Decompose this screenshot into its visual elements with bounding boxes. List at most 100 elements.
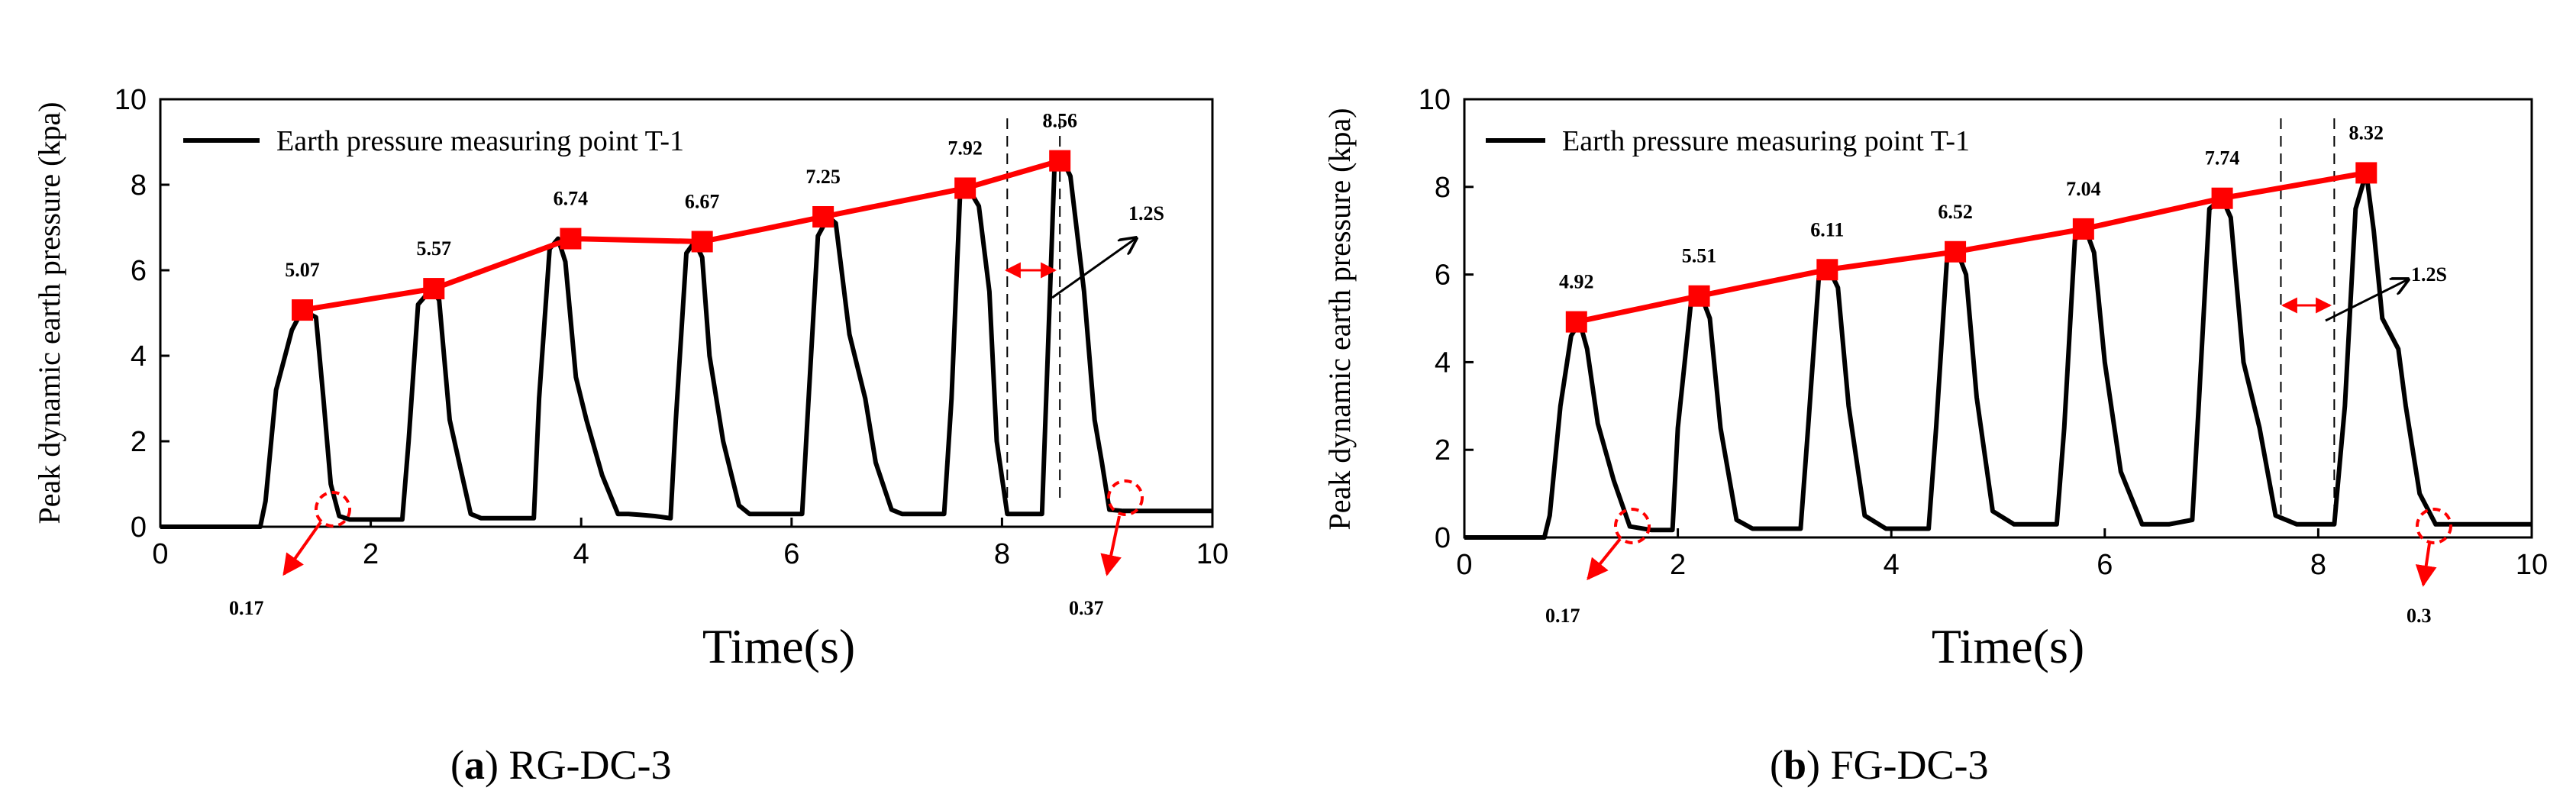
pressure-line	[1464, 170, 2532, 540]
x-tick-label: 4	[1884, 549, 1900, 581]
peak-marker	[2072, 218, 2094, 240]
peak-marker	[1049, 150, 1071, 172]
y-tick-label: 0	[1435, 522, 1451, 554]
annotations: 0.17 0.3 1.2S	[1545, 263, 2452, 627]
y-axis-title: Peak dynamic earth pressure (kpa)	[1322, 108, 1357, 530]
start-marker-circle	[1614, 508, 1651, 544]
panel-caption: (b) FG-DC-3	[1770, 742, 1989, 788]
y-tick-label: 8	[131, 169, 147, 202]
peak-value-label: 5.57	[417, 237, 452, 260]
start-arrow	[282, 521, 322, 576]
peak-marker	[1688, 285, 1710, 307]
y-tick-label: 2	[131, 426, 147, 458]
start-value: 0.17	[1545, 605, 1580, 627]
y-tick-label: 6	[131, 255, 147, 287]
peak-value-label: 7.25	[805, 166, 841, 188]
x-tick-label: 6	[2097, 549, 2113, 581]
peak-series	[1565, 162, 2377, 333]
legend-label: Earth pressure measuring point T-1	[276, 125, 684, 157]
end-arrow	[1100, 515, 1122, 576]
pressure-line	[160, 158, 1212, 529]
peak-value-label: 7.74	[2205, 147, 2240, 169]
interval-label: 1.2S	[1128, 202, 1164, 224]
x-axis-ticks: 0 2 4 6 8 10	[152, 518, 1228, 570]
end-arrow	[2415, 543, 2437, 587]
peak-value-label: 6.11	[1810, 218, 1844, 240]
x-tick-label: 4	[573, 538, 589, 570]
y-tick-label: 10	[1419, 84, 1451, 116]
y-tick-label: 4	[131, 340, 147, 373]
peak-value-label: 6.74	[554, 188, 589, 210]
peak-marker	[292, 299, 314, 321]
interval-pointer	[1051, 238, 1136, 299]
peak-value-label: 6.52	[1938, 201, 1973, 223]
peak-data-labels: 4.92 5.51 6.11 6.52 7.04 7.74 8.32	[1559, 121, 2384, 292]
x-tick-label: 2	[363, 538, 379, 570]
x-tick-label: 10	[1196, 538, 1228, 570]
peak-value-label: 7.04	[2066, 178, 2101, 200]
plot-frame	[159, 98, 1214, 528]
plot-frame	[1463, 98, 2533, 539]
y-tick-label: 8	[1435, 172, 1451, 204]
panel-caption-text: FG-DC-3	[1831, 742, 1989, 788]
panel-letter: b	[1784, 742, 1806, 788]
y-tick-label: 10	[115, 84, 147, 116]
peak-marker	[560, 228, 582, 250]
peak-marker	[1816, 259, 1838, 281]
peak-marker	[423, 278, 445, 300]
peak-data-labels: 5.07 5.57 6.74 6.67 7.25 7.92 8.56	[285, 110, 1077, 281]
panel-letter: a	[464, 742, 485, 788]
chart-panel-b: 0 2 4 6 8 10 0 2 4 6 8 10 Time(s) Peak dynamic ear…	[1322, 84, 2548, 788]
interval-guides	[1006, 118, 1061, 504]
x-axis-title: Time(s)	[1932, 619, 2084, 673]
legend-label: Earth pressure measuring point T-1	[1562, 125, 1970, 157]
y-tick-label: 2	[1435, 434, 1451, 466]
start-value: 0.17	[229, 597, 264, 619]
x-tick-label: 2	[1670, 549, 1686, 581]
y-axis-ticks: 0 2 4 6 8 10	[115, 84, 169, 544]
peak-value-label: 5.07	[285, 259, 320, 281]
end-marker-circle	[2416, 508, 2452, 544]
peak-series	[292, 150, 1071, 321]
interval-pointer	[2325, 279, 2408, 322]
chart-panel-a: 0 2 4 6 8 10 0 2 4 6 8 10 Time(s) Peak dynamic ear…	[32, 84, 1228, 788]
peak-value-label: 6.67	[685, 190, 720, 212]
x-tick-label: 8	[2310, 549, 2326, 581]
peak-trend-line	[302, 158, 1061, 313]
x-tick-label: 0	[1456, 549, 1472, 581]
y-axis-title: Peak dynamic earth pressure (kpa)	[32, 102, 66, 524]
end-marker-circle	[1107, 479, 1144, 516]
peak-value-label: 8.56	[1042, 110, 1077, 132]
end-value: 0.37	[1069, 597, 1104, 619]
pressure-series	[160, 158, 1212, 529]
peak-value-label: 5.51	[1682, 245, 1717, 267]
x-axis-ticks: 0 2 4 6 8 10	[1456, 528, 2548, 581]
annotations: 0.17 0.37 1.2S	[229, 202, 1164, 619]
x-axis-title: Time(s)	[702, 619, 855, 673]
peak-value-label: 7.92	[947, 137, 983, 159]
y-tick-label: 6	[1435, 260, 1451, 292]
pressure-series	[1464, 170, 2532, 540]
y-axis-ticks: 0 2 4 6 8 10	[1419, 84, 1474, 554]
x-tick-label: 6	[783, 538, 799, 570]
peak-marker	[1565, 311, 1587, 333]
peak-marker	[2211, 187, 2233, 209]
panel-caption-text: RG-DC-3	[508, 742, 671, 788]
start-arrow	[1587, 537, 1622, 581]
peak-marker	[1945, 240, 1967, 263]
peak-marker	[954, 177, 976, 199]
peak-marker	[812, 206, 834, 228]
x-tick-label: 8	[994, 538, 1010, 570]
interval-label: 1.2S	[2411, 263, 2447, 286]
peak-value-label: 4.92	[1559, 271, 1594, 293]
start-marker-circle	[315, 491, 351, 528]
panel-caption: (a) RG-DC-3	[450, 742, 671, 788]
x-tick-label: 0	[152, 538, 168, 570]
end-value: 0.3	[2407, 605, 2432, 627]
peak-marker	[2355, 162, 2377, 184]
x-tick-label: 10	[2516, 549, 2548, 581]
y-tick-label: 4	[1435, 347, 1451, 379]
peak-value-label: 8.32	[2349, 121, 2384, 144]
y-tick-label: 0	[131, 511, 147, 544]
